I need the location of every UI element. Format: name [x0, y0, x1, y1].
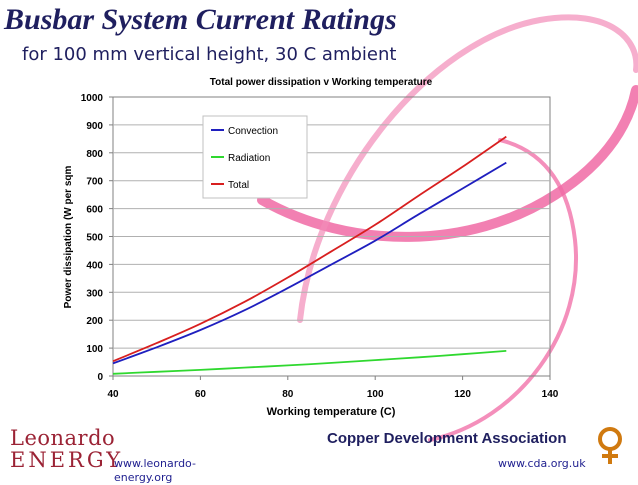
legend-label-convection: Convection: [228, 126, 278, 137]
y-tick-label: 500: [86, 233, 103, 244]
y-tick-label: 800: [86, 149, 103, 160]
legend-label-total: Total: [228, 180, 249, 191]
y-axis-label: Power dissipation (W per sqm: [63, 166, 74, 309]
y-tick-label: 700: [86, 177, 103, 188]
leonardo-energy-logo: Leonardo ENERGY: [10, 427, 123, 471]
slide-subtitle: for 100 mm vertical height, 30 C ambient: [22, 44, 397, 65]
x-axis-label: Working temperature (C): [267, 406, 396, 418]
cda-name: Copper Development Association: [327, 430, 567, 447]
y-axis: 0 100 200 300 400 500 600 700 800 900 1000: [81, 93, 113, 383]
x-tick-label: 40: [107, 389, 119, 400]
ribbon-swoosh-inner: [297, 14, 638, 323]
y-tick-label: 300: [86, 288, 103, 299]
series-line-convection: [112, 161, 507, 365]
legend-label-radiation: Radiation: [228, 153, 270, 164]
y-tick-label: 900: [86, 121, 103, 132]
y-tick-label: 200: [86, 316, 103, 327]
x-tick-label: 60: [195, 389, 207, 400]
y-tick-label: 1000: [81, 93, 104, 104]
cda-url-link[interactable]: www.cda.org.uk: [498, 457, 586, 470]
y-tick-label: 0: [97, 372, 103, 383]
x-axis: 40 60 80 100 120 140: [107, 376, 559, 400]
chart-title: Total power dissipation v Working temper…: [210, 77, 433, 88]
ribbon-swoosh-lower: [428, 138, 578, 442]
leonardo-url-link[interactable]: www.leonardo-energy.org: [114, 457, 196, 484]
grid-lines: [113, 124, 550, 349]
legend: Convection Radiation Total: [202, 115, 308, 199]
y-tick-label: 600: [86, 205, 103, 216]
ribbon-swoosh-outer: [257, 85, 638, 242]
series-line-radiation: [112, 350, 507, 375]
slide-title: Busbar System Current Ratings: [4, 3, 397, 36]
y-tick-label: 400: [86, 260, 103, 271]
series-group: [112, 135, 507, 375]
x-tick-label: 140: [542, 389, 559, 400]
cda-copper-symbol-icon: [598, 427, 622, 464]
leonardo-logo-line2: ENERGY: [10, 448, 124, 472]
x-tick-label: 80: [282, 389, 294, 400]
x-tick-label: 120: [454, 389, 471, 400]
leonardo-logo-line1: Leonardo: [10, 426, 116, 450]
decorative-ribbon: [257, 14, 638, 442]
x-tick-label: 100: [367, 389, 384, 400]
y-tick-label: 100: [86, 344, 103, 355]
series-line-total: [112, 135, 507, 363]
